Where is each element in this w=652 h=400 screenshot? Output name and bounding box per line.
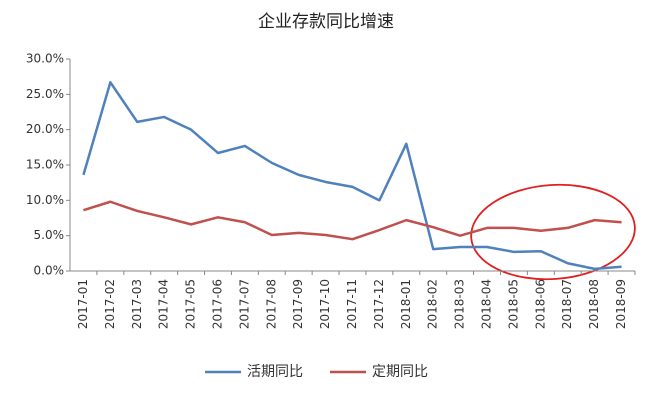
x-tick-label: 2017-06: [210, 279, 224, 329]
series-line: [82, 81, 622, 271]
y-tick-label: 5.0%: [34, 228, 65, 242]
x-tick-label: 2018-06: [533, 279, 547, 329]
x-tick-label: 2017-01: [76, 279, 90, 329]
x-tick-label: 2018-07: [560, 279, 574, 329]
x-tick-label: 2017-12: [372, 279, 386, 329]
y-tick-label: 25.0%: [26, 87, 64, 101]
series-line: [83, 200, 622, 241]
x-tick-label: 2017-09: [291, 279, 305, 329]
x-tick-label: 2018-04: [480, 279, 494, 329]
x-tick-label: 2017-08: [264, 279, 278, 329]
x-tick-label: 2018-05: [506, 279, 520, 329]
x-tick-label: 2018-01: [399, 279, 413, 329]
x-tick-label: 2018-03: [453, 279, 467, 329]
x-tick-label: 2017-02: [103, 279, 117, 329]
x-tick-label: 2018-09: [614, 279, 628, 329]
y-tick-label: 0.0%: [34, 264, 65, 278]
highlight-ellipse: [470, 183, 636, 281]
legend-label: 定期同比: [372, 364, 428, 380]
chart-title: 企业存款同比增速: [258, 12, 394, 32]
x-tick-label: 2017-11: [345, 279, 359, 329]
x-tick-label: 2018-08: [587, 279, 601, 329]
y-tick-label: 10.0%: [26, 193, 64, 207]
y-tick-label: 30.0%: [26, 52, 64, 66]
x-tick-label: 2018-02: [426, 279, 440, 329]
legend-label: 活期同比: [247, 364, 303, 380]
x-tick-label: 2017-05: [184, 279, 198, 329]
x-tick-label: 2017-07: [237, 279, 251, 329]
x-tick-label: 2017-03: [130, 279, 144, 329]
y-tick-label: 20.0%: [26, 122, 64, 136]
x-tick-label: 2017-10: [318, 279, 332, 329]
y-tick-label: 15.0%: [26, 158, 64, 172]
x-tick-label: 2017-04: [157, 279, 171, 329]
